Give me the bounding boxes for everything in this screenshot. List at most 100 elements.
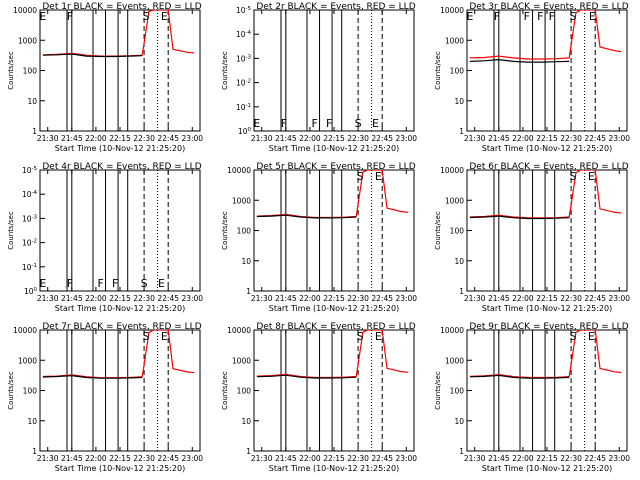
chart-panel: Det 6r BLACK = Events, RED = LLD Counts/s… <box>434 162 630 313</box>
chart-title: Det 4r BLACK = Events, RED = LLD <box>42 162 201 172</box>
x-tick-label: 22:00 <box>85 134 107 143</box>
y-tick-label: 10-2 <box>22 239 37 248</box>
y-tick-label: 10-5 <box>22 166 38 175</box>
x-tick-label: 22:15 <box>323 454 345 463</box>
chart-panel: Det 4r BLACK = Events, RED = LLD Counts/s… <box>7 162 203 313</box>
x-tick-label: 21:45 <box>275 134 297 143</box>
y-tick-label: 1000 <box>445 36 464 45</box>
x-tick-label: 22:00 <box>512 454 534 463</box>
event-letter-label: F <box>281 117 287 130</box>
event-letter-label: F <box>549 10 555 23</box>
x-tick-label: 22:00 <box>299 454 321 463</box>
x-tick-label: 22:30 <box>347 134 369 143</box>
x-tick-label: 22:45 <box>157 454 179 463</box>
x-tick-label: 22:00 <box>512 134 534 143</box>
event-letter-label: E <box>372 117 379 130</box>
y-tick-label: 10-3 <box>22 214 38 223</box>
y-tick-label: 100 <box>23 387 38 396</box>
chart-title: Det 3r BLACK = Events, RED = LLD <box>469 2 628 12</box>
event-letter-label: S <box>570 330 577 343</box>
event-letter-label: F <box>67 10 73 23</box>
x-tick-label: 22:30 <box>347 454 369 463</box>
event-letter-label: S <box>570 10 577 23</box>
y-tick-label: 1000 <box>18 356 37 365</box>
x-tick-label: 22:15 <box>536 454 558 463</box>
event-letter-label: S <box>143 330 150 343</box>
series-line <box>42 53 143 58</box>
y-tick-label: 10 <box>27 97 37 106</box>
event-letter-label: E <box>589 10 596 23</box>
plot-frame <box>466 169 628 292</box>
y-tick-label: 1 <box>246 447 251 456</box>
x-axis-label: Start Time (10-Nov-12 21:25:20) <box>269 144 399 153</box>
y-tick-label: 10-1 <box>22 263 37 272</box>
x-tick-label: 23:00 <box>395 294 417 303</box>
event-letter-label: S <box>570 170 577 183</box>
chart-title: Det 7r BLACK = Events, RED = LLD <box>42 322 201 332</box>
chart-title: Det 9r BLACK = Events, RED = LLD <box>469 322 628 332</box>
x-tick-label: 23:00 <box>181 134 203 143</box>
plot-frame <box>253 329 415 452</box>
x-tick-label: 22:45 <box>371 454 393 463</box>
series-line <box>256 170 409 219</box>
x-tick-label: 22:15 <box>323 134 345 143</box>
y-tick-label: 100 <box>450 227 465 236</box>
x-axis-label: Start Time (10-Nov-12 21:25:20) <box>55 144 185 153</box>
x-tick-label: 21:45 <box>61 454 83 463</box>
y-tick-label: 10 <box>27 417 37 426</box>
x-tick-label: 23:00 <box>181 294 203 303</box>
y-tick-label: 1 <box>459 287 464 296</box>
chart-title: Det 5r BLACK = Events, RED = LLD <box>256 162 415 172</box>
plot-frame <box>253 9 415 132</box>
x-tick-label: 22:45 <box>584 134 606 143</box>
chart-panel: Det 8r BLACK = Events, RED = LLD Counts/s… <box>221 322 417 473</box>
x-tick-label: 21:30 <box>37 134 59 143</box>
x-tick-label: 22:00 <box>85 294 107 303</box>
series-line <box>469 330 622 379</box>
event-letter-label: E <box>161 10 168 23</box>
x-tick-label: 22:45 <box>584 454 606 463</box>
x-tick-label: 21:30 <box>464 134 486 143</box>
event-letter-label: E <box>39 277 46 290</box>
series-line <box>256 214 357 219</box>
series-line <box>42 374 143 379</box>
x-tick-label: 21:30 <box>464 294 486 303</box>
x-tick-label: 22:45 <box>157 294 179 303</box>
y-axis-label: Counts/sec <box>7 51 15 90</box>
plot-frame <box>253 169 415 292</box>
x-tick-label: 21:45 <box>488 294 510 303</box>
series-line <box>42 10 195 57</box>
x-tick-label: 21:30 <box>251 454 273 463</box>
y-tick-label: 1 <box>459 447 464 456</box>
event-letter-label: E <box>375 170 382 183</box>
plot-frame <box>39 329 201 452</box>
event-letter-label: S <box>141 277 148 290</box>
chart-title: Det 8r BLACK = Events, RED = LLD <box>256 322 415 332</box>
y-tick-label: 1 <box>246 287 251 296</box>
y-axis-label: Counts/sec <box>7 211 15 250</box>
x-tick-label: 22:30 <box>133 454 155 463</box>
event-letter-label: S <box>357 170 364 183</box>
series-line <box>42 330 195 379</box>
x-tick-label: 22:15 <box>323 294 345 303</box>
x-axis-label: Start Time (10-Nov-12 21:25:20) <box>269 304 399 313</box>
y-tick-label: 10000 <box>227 166 251 175</box>
event-letter-label: F <box>312 117 318 130</box>
event-letter-label: E <box>588 330 595 343</box>
event-letter-label: F <box>537 10 543 23</box>
y-tick-label: 10-4 <box>22 190 38 199</box>
x-tick-label: 21:30 <box>251 134 273 143</box>
y-tick-label: 10-3 <box>236 54 252 63</box>
event-letter-label: E <box>375 330 382 343</box>
y-tick-label: 10 <box>454 97 464 106</box>
event-letter-label: E <box>161 330 168 343</box>
series-line <box>469 374 570 379</box>
event-letter-label: S <box>143 10 150 23</box>
chart-title: Det 1r BLACK = Events, RED = LLD <box>42 2 201 12</box>
x-tick-label: 21:45 <box>488 134 510 143</box>
x-tick-label: 23:00 <box>608 134 630 143</box>
x-tick-label: 23:00 <box>181 454 203 463</box>
x-tick-label: 21:30 <box>37 454 59 463</box>
y-tick-label: 100 <box>450 387 465 396</box>
